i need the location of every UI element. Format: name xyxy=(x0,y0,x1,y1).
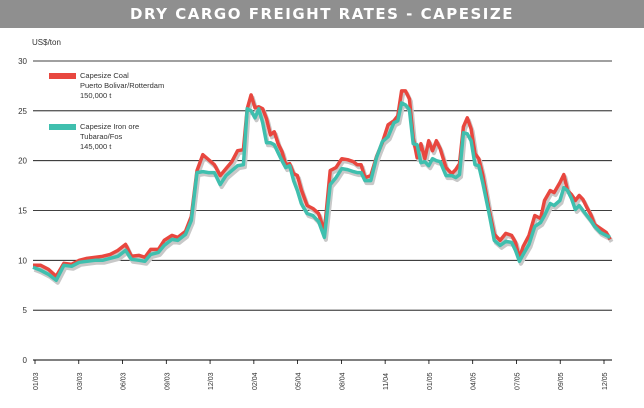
series-line-coal xyxy=(33,89,612,279)
x-tick-label: 05/04 xyxy=(296,372,303,390)
series-lines xyxy=(32,89,612,283)
x-tick-label: 12/05 xyxy=(602,372,609,390)
y-tick-label: 0 xyxy=(23,356,28,365)
y-tick-label: 15 xyxy=(18,207,27,216)
y-tick-label: 25 xyxy=(18,107,27,116)
x-tick-label: 09/05 xyxy=(558,372,565,390)
legend-label: 145,000 t xyxy=(80,142,112,151)
x-tick-label: 11/04 xyxy=(383,373,390,390)
y-tick-label: 30 xyxy=(18,57,27,66)
x-axis: 01/03 03/03 06/03 09/03 12/03 02/04 05/04 08/04… xyxy=(33,360,609,390)
legend-swatch-coal xyxy=(49,73,76,79)
y-tick-label: 20 xyxy=(18,157,27,166)
y-tick-label: 10 xyxy=(18,256,27,265)
x-tick-label: 06/03 xyxy=(121,372,128,390)
x-tick-label: 08/04 xyxy=(339,372,346,390)
x-tick-label: 04/05 xyxy=(471,372,478,390)
grid-lines xyxy=(33,60,612,361)
x-tick-label: 09/03 xyxy=(164,372,171,390)
x-tick-label: 07/05 xyxy=(514,372,521,390)
legend-swatch-iron-ore xyxy=(49,124,76,130)
x-tick-label: 03/03 xyxy=(77,372,84,390)
y-axis-label: US$/ton xyxy=(32,38,61,47)
title-bar: DRY CARGO FREIGHT RATES - CAPESIZE xyxy=(0,0,644,28)
x-tick-label: 12/03 xyxy=(208,372,215,390)
x-tick-label: 02/04 xyxy=(252,372,259,390)
x-tick-label: 01/05 xyxy=(427,372,434,390)
x-tick-label: 01/03 xyxy=(33,372,40,390)
series-line-iron-ore xyxy=(32,101,611,283)
y-axis-ticks: 0 5 10 15 20 25 30 xyxy=(18,57,27,365)
legend-label: Capesize Iron ore xyxy=(80,122,139,131)
legend-label: Tubarao/Fos xyxy=(80,132,122,141)
series-shadow-1 xyxy=(33,103,613,285)
chart-title: DRY CARGO FREIGHT RATES - CAPESIZE xyxy=(130,5,514,23)
legend-label: Capesize Coal xyxy=(80,71,129,80)
legend-label: Puerto Bolivar/Rotterdam xyxy=(80,81,164,90)
y-tick-label: 5 xyxy=(23,306,28,315)
legend-label: 150,000 t xyxy=(80,91,112,100)
